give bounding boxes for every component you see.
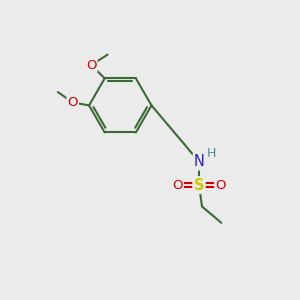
- Text: O: O: [86, 58, 97, 71]
- Text: N: N: [194, 154, 205, 169]
- Text: O: O: [68, 96, 78, 109]
- Text: O: O: [172, 178, 183, 192]
- Text: O: O: [215, 178, 226, 192]
- Text: S: S: [194, 178, 204, 193]
- Text: H: H: [207, 147, 216, 160]
